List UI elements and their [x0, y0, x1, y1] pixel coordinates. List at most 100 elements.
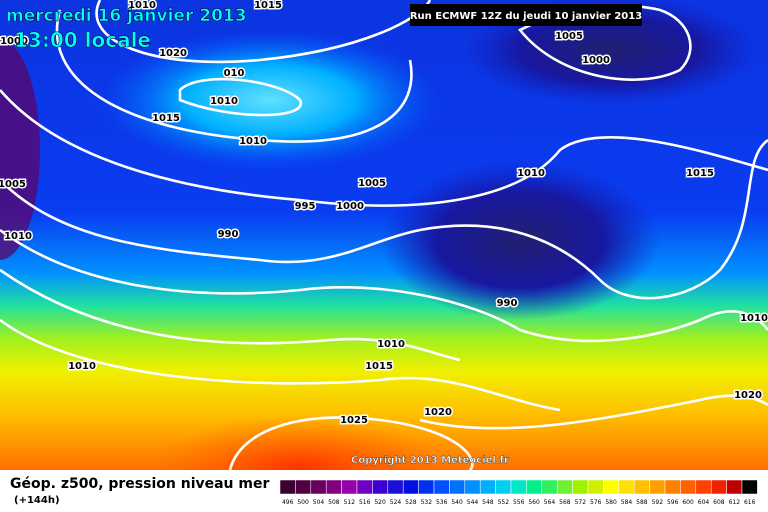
isobar-label: 1015	[254, 0, 282, 11]
colorbar-cell	[741, 479, 758, 495]
isobar-label: 1000	[336, 201, 364, 212]
colorbar-label: 508	[328, 499, 340, 506]
isobar-label: 995	[295, 201, 316, 212]
colorbar-cell	[680, 479, 697, 495]
colorbar-label: 580	[605, 499, 617, 506]
colorbar-cell	[633, 479, 650, 495]
colorbar-cell	[695, 479, 712, 495]
colorbar-label: 548	[482, 499, 494, 506]
forecast-date: mercredi 16 janvier 2013	[6, 6, 247, 26]
colorbar-label: 524	[390, 499, 402, 506]
colorbar-cell	[418, 479, 435, 495]
isobar-label: 1005	[358, 178, 386, 189]
colorbar-label: 556	[513, 499, 525, 506]
colorbar-label: 520	[374, 499, 386, 506]
colorbar-cell	[325, 479, 342, 495]
isobar-label: 010	[224, 68, 245, 79]
isobar-label: 1025	[340, 415, 368, 426]
colorbar-cell	[526, 479, 543, 495]
colorbar-label: 596	[667, 499, 679, 506]
run-box	[410, 4, 642, 26]
copyright: Copyright 2013 Meteociel.fr	[351, 455, 509, 466]
isobar-label: 1010	[4, 231, 32, 242]
colorbar-cell	[495, 479, 512, 495]
colorbar-label: 516	[359, 499, 371, 506]
colorbar-label: 532	[421, 499, 433, 506]
isobar-label: 1020	[734, 390, 762, 401]
field	[100, 30, 440, 170]
colorbar-cell	[664, 479, 681, 495]
isobar-label: 990	[497, 298, 518, 309]
isobar-label: 1000	[0, 36, 28, 47]
colorbar-cell	[726, 479, 743, 495]
colorbar-label: 576	[590, 499, 602, 506]
colorbar-label: 568	[559, 499, 571, 506]
colorbar: 496 500 504 508 512 516 520 524 528 532 536 540 544 5…	[279, 479, 758, 506]
colorbar-cell	[433, 479, 450, 495]
colorbar-cell	[541, 479, 558, 495]
isobar-label: 1010	[210, 96, 238, 107]
colorbar-cell	[279, 479, 296, 495]
isobar-label: 990	[218, 229, 239, 240]
colorbar-label: 528	[405, 499, 417, 506]
colorbar-cell	[449, 479, 466, 495]
isobar-label: 1010	[740, 313, 768, 324]
colorbar-cell	[556, 479, 573, 495]
isobar-label: 1020	[424, 407, 452, 418]
colorbar-cell	[356, 479, 373, 495]
colorbar-label: 504	[313, 499, 325, 506]
isobar-label: 1005	[555, 31, 583, 42]
colorbar-label: 564	[544, 499, 556, 506]
colorbar-label: 572	[575, 499, 587, 506]
colorbar-cell	[479, 479, 496, 495]
colorbar-label: 552	[498, 499, 510, 506]
colorbar-label: 496	[282, 499, 294, 506]
colorbar-cell	[649, 479, 666, 495]
isobar-labels: 1010 1015 1000 1020 010 1010 1015 1010 1…	[0, 0, 768, 428]
colorbar-cell	[464, 479, 481, 495]
forecast-step: (+144h)	[14, 495, 60, 506]
colorbar-cell	[603, 479, 620, 495]
isobars	[0, 0, 768, 470]
isobar-label: 1000	[582, 55, 610, 66]
colorbar-label: 500	[297, 499, 309, 506]
colorbar-cell	[572, 479, 589, 495]
isobar-label: 1010	[377, 339, 405, 350]
colorbar-label: 544	[467, 499, 479, 506]
colorbar-cell	[295, 479, 312, 495]
colorbar-label: 604	[698, 499, 710, 506]
isobar-label: 1010	[128, 0, 156, 11]
isobar-label: 1020	[159, 48, 187, 59]
colorbar-label: 584	[621, 499, 633, 506]
colorbar-cell	[402, 479, 419, 495]
isobar-label: 1015	[152, 113, 180, 124]
colorbar-label: 600	[682, 499, 694, 506]
colorbar-cell	[310, 479, 327, 495]
run-info: Run ECMWF 12Z du jeudi 10 janvier 2013	[410, 11, 642, 22]
colorbar-label: 512	[344, 499, 356, 506]
colorbar-label: 616	[744, 499, 756, 506]
colorbar-cell	[618, 479, 635, 495]
colorbar-label: 612	[729, 499, 741, 506]
colorbar-label: 540	[451, 499, 463, 506]
colorbar-cell	[587, 479, 604, 495]
legend-title: Géop. z500, pression niveau mer	[10, 476, 269, 492]
isobar-label: 1015	[686, 168, 714, 179]
isobar-label: 1010	[239, 136, 267, 147]
colorbar-cell	[710, 479, 727, 495]
forecast-time: 13:00 locale	[14, 28, 151, 52]
colorbar-label: 560	[528, 499, 540, 506]
colorbar-label: 608	[713, 499, 725, 506]
colorbar-label: 592	[652, 499, 664, 506]
colorbar-cell	[387, 479, 404, 495]
colorbar-cell	[372, 479, 389, 495]
colorbar-cell	[341, 479, 358, 495]
colorbar-cell	[510, 479, 527, 495]
isobar-label: 1015	[365, 361, 393, 372]
colorbar-label: 588	[636, 499, 648, 506]
isobar-label: 1010	[68, 361, 96, 372]
colorbar-label: 536	[436, 499, 448, 506]
isobar-label: 1005	[0, 179, 26, 190]
